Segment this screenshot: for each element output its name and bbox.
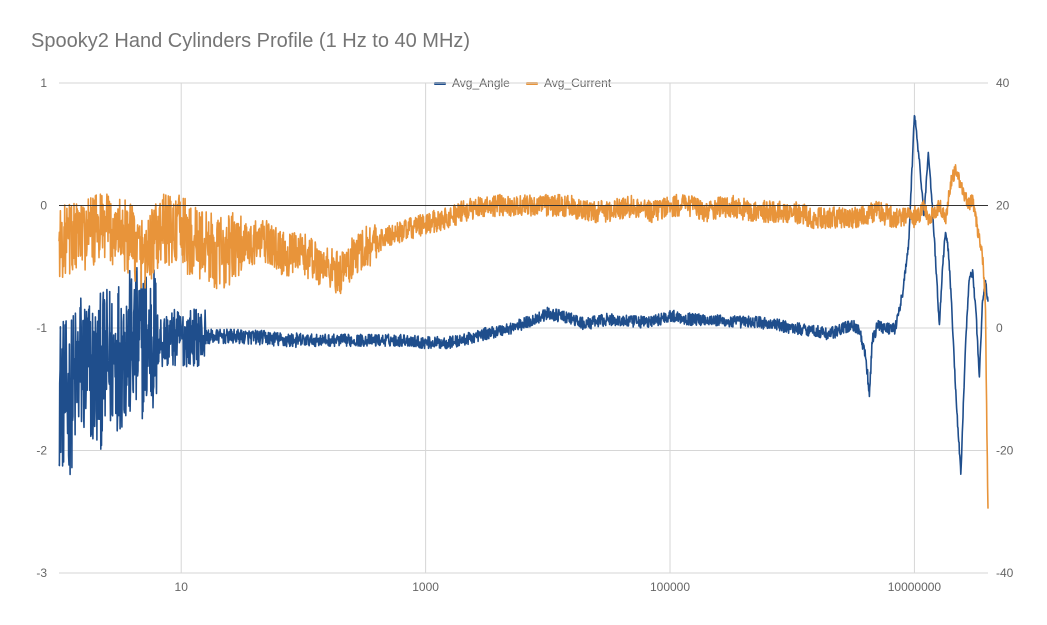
legend-swatch-avg-current (526, 82, 538, 86)
series-line-avg-current (58, 164, 989, 509)
right-y-tick-label: -20 (996, 444, 1014, 458)
left-y-tick-label: -1 (36, 321, 47, 335)
series-line-avg-angle (58, 114, 989, 476)
right-y-tick-label: 20 (996, 199, 1010, 213)
right-y-tick-label: -40 (996, 566, 1014, 580)
chart-title: Spooky2 Hand Cylinders Profile (1 Hz to … (31, 30, 471, 52)
x-tick-label: 1000 (412, 580, 439, 594)
right-y-tick-label: 0 (996, 321, 1003, 335)
right-y-tick-label: 40 (996, 76, 1010, 90)
legend-swatch-avg-angle (434, 82, 446, 86)
left-y-tick-label: -2 (36, 444, 47, 458)
x-tick-label: 10 (175, 580, 189, 594)
left-y-tick-label: -3 (36, 566, 47, 580)
left-y-tick-label: 0 (40, 199, 47, 213)
x-tick-label: 100000 (650, 580, 690, 594)
x-tick-label: 10000000 (888, 580, 942, 594)
series-layer (58, 114, 989, 509)
left-y-tick-label: 1 (40, 76, 47, 90)
